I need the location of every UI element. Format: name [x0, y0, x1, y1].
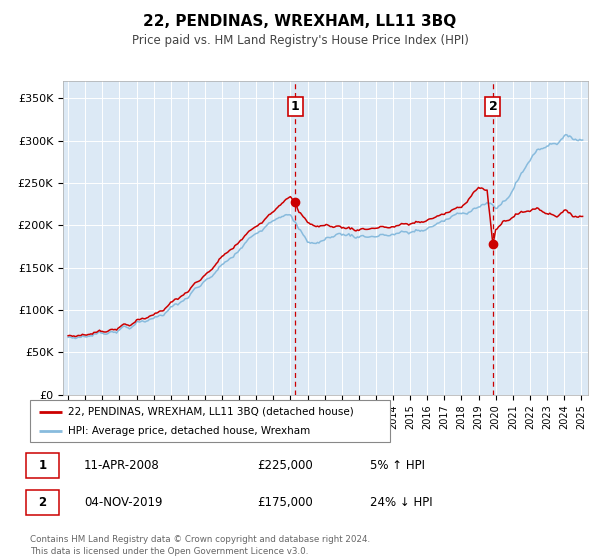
- Text: 2: 2: [38, 496, 46, 509]
- Text: 5% ↑ HPI: 5% ↑ HPI: [370, 459, 425, 472]
- FancyBboxPatch shape: [30, 400, 390, 442]
- Text: £225,000: £225,000: [257, 459, 313, 472]
- FancyBboxPatch shape: [26, 452, 59, 478]
- FancyBboxPatch shape: [26, 489, 59, 515]
- Text: 2: 2: [488, 100, 497, 113]
- Text: 11-APR-2008: 11-APR-2008: [84, 459, 160, 472]
- Text: £175,000: £175,000: [257, 496, 313, 509]
- Text: 22, PENDINAS, WREXHAM, LL11 3BQ (detached house): 22, PENDINAS, WREXHAM, LL11 3BQ (detache…: [68, 407, 353, 417]
- Text: 1: 1: [291, 100, 299, 113]
- Text: 04-NOV-2019: 04-NOV-2019: [84, 496, 163, 509]
- Text: Price paid vs. HM Land Registry's House Price Index (HPI): Price paid vs. HM Land Registry's House …: [131, 34, 469, 46]
- Text: 24% ↓ HPI: 24% ↓ HPI: [370, 496, 433, 509]
- Text: 1: 1: [38, 459, 46, 472]
- Text: Contains HM Land Registry data © Crown copyright and database right 2024.
This d: Contains HM Land Registry data © Crown c…: [30, 535, 370, 556]
- Text: 22, PENDINAS, WREXHAM, LL11 3BQ: 22, PENDINAS, WREXHAM, LL11 3BQ: [143, 14, 457, 29]
- Text: HPI: Average price, detached house, Wrexham: HPI: Average price, detached house, Wrex…: [68, 426, 310, 436]
